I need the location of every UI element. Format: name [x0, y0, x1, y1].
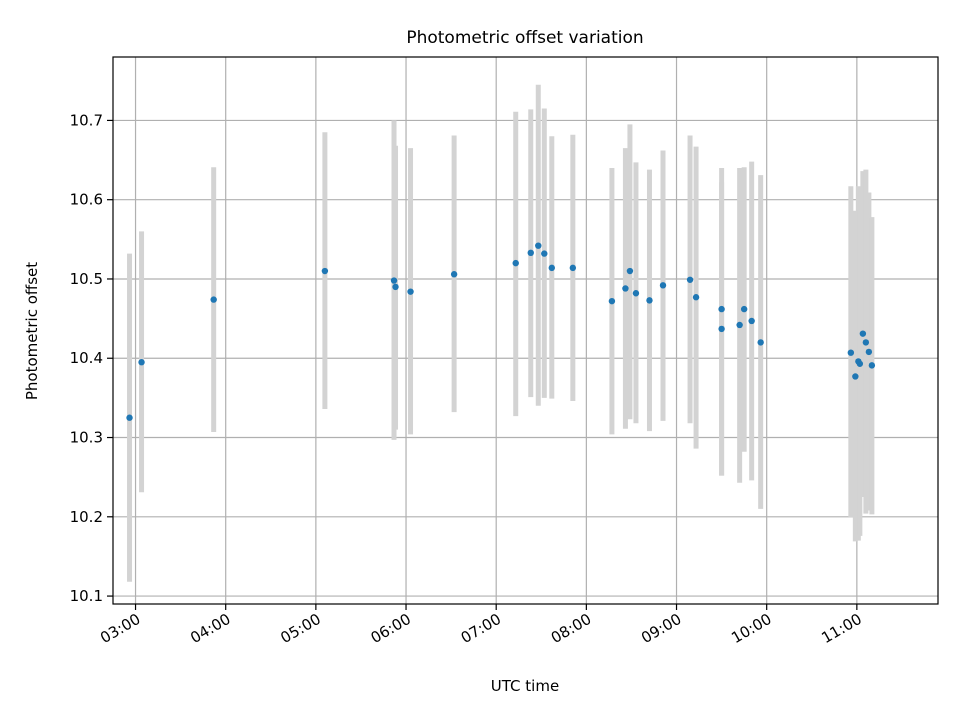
data-point — [862, 339, 870, 346]
y-tick-label: 10.3 — [70, 429, 103, 447]
data-point — [852, 373, 859, 380]
data-point — [622, 285, 629, 292]
data-points — [126, 242, 876, 421]
data-point — [541, 250, 548, 257]
data-point — [686, 276, 694, 283]
x-tick-label: 08:00 — [548, 610, 594, 647]
y-tick-label: 10.2 — [70, 508, 103, 526]
data-point — [138, 359, 145, 366]
data-point — [659, 282, 667, 289]
data-point — [548, 264, 555, 272]
data-point — [569, 264, 577, 272]
data-point — [718, 325, 725, 333]
y-tick-label: 10.4 — [70, 349, 103, 367]
data-point — [736, 321, 743, 329]
data-point — [450, 271, 458, 278]
x-tick-label: 10:00 — [728, 610, 774, 647]
x-tick-label: 07:00 — [458, 610, 504, 647]
error-bars — [127, 84, 875, 582]
data-point — [847, 349, 855, 356]
y-tick-label: 10.7 — [70, 111, 103, 129]
data-point — [608, 297, 616, 305]
x-tick-label: 09:00 — [638, 610, 684, 647]
x-axis-label: UTC time — [491, 677, 559, 695]
data-point — [512, 259, 519, 267]
data-point — [407, 288, 414, 295]
x-tick-label: 03:00 — [97, 610, 143, 647]
grid — [113, 57, 938, 604]
data-point — [859, 330, 867, 337]
data-point — [748, 317, 755, 325]
x-tick-label: 06:00 — [368, 610, 414, 647]
data-point — [626, 267, 634, 275]
x-tick-label: 11:00 — [818, 610, 864, 647]
data-point — [321, 267, 329, 275]
x-axis-ticks: 03:00 04:00 05:00 06:00 07:00 08:00 09:00 10:00… — [97, 604, 865, 647]
data-point — [646, 297, 653, 304]
data-point — [632, 290, 640, 297]
data-point — [527, 249, 534, 257]
y-tick-label: 10.5 — [70, 270, 103, 288]
y-axis-ticks: 10.1 10.2 10.3 10.4 10.5 10.6 10.7 — [70, 111, 113, 605]
x-tick-label: 04:00 — [187, 610, 233, 647]
data-point — [865, 348, 873, 356]
chart-title: Photometric offset variation — [406, 28, 643, 48]
data-point — [392, 283, 399, 291]
data-point — [718, 305, 725, 313]
x-tick-label: 05:00 — [277, 610, 323, 647]
data-point — [868, 362, 876, 369]
data-point — [126, 414, 133, 421]
data-point — [535, 242, 542, 249]
data-point — [692, 294, 700, 301]
y-tick-label: 10.6 — [70, 191, 103, 209]
y-axis-label: Photometric offset — [23, 262, 41, 400]
data-point — [740, 305, 748, 313]
data-point — [856, 360, 864, 367]
plot-frame — [112, 56, 939, 605]
y-tick-label: 10.1 — [70, 587, 103, 605]
data-point — [390, 277, 398, 284]
data-point — [210, 296, 217, 303]
data-point — [757, 339, 764, 346]
